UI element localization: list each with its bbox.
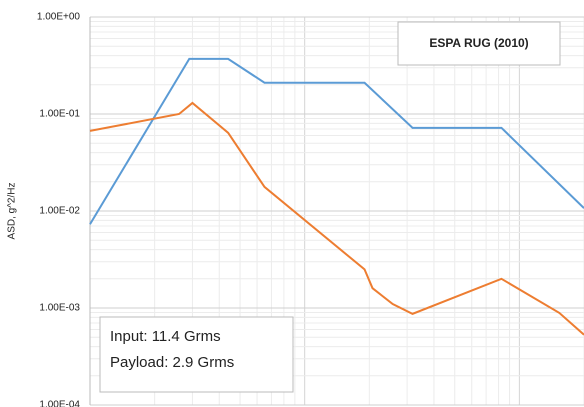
series-line [89,101,584,336]
y-tick-label: 1.00E-03 [39,303,80,314]
chart-title: ESPA RUG (2010) [429,36,528,50]
series-line [89,57,584,225]
annotation: Payload: 2.9 Grms [110,354,234,371]
lines [89,57,584,336]
y-tick-label: 1.00E-01 [39,109,80,120]
y-tick-label: 1.00E-02 [39,206,80,217]
title-box [397,21,561,66]
annotation: Input: 11.4 Grms [110,328,221,345]
y-tick-label: 1.00E+00 [37,12,81,23]
annotation-box [99,316,294,393]
y-tick-label: 1.00E-04 [39,400,80,407]
y-axis-label: ASD, g^2/Hz [7,183,18,240]
